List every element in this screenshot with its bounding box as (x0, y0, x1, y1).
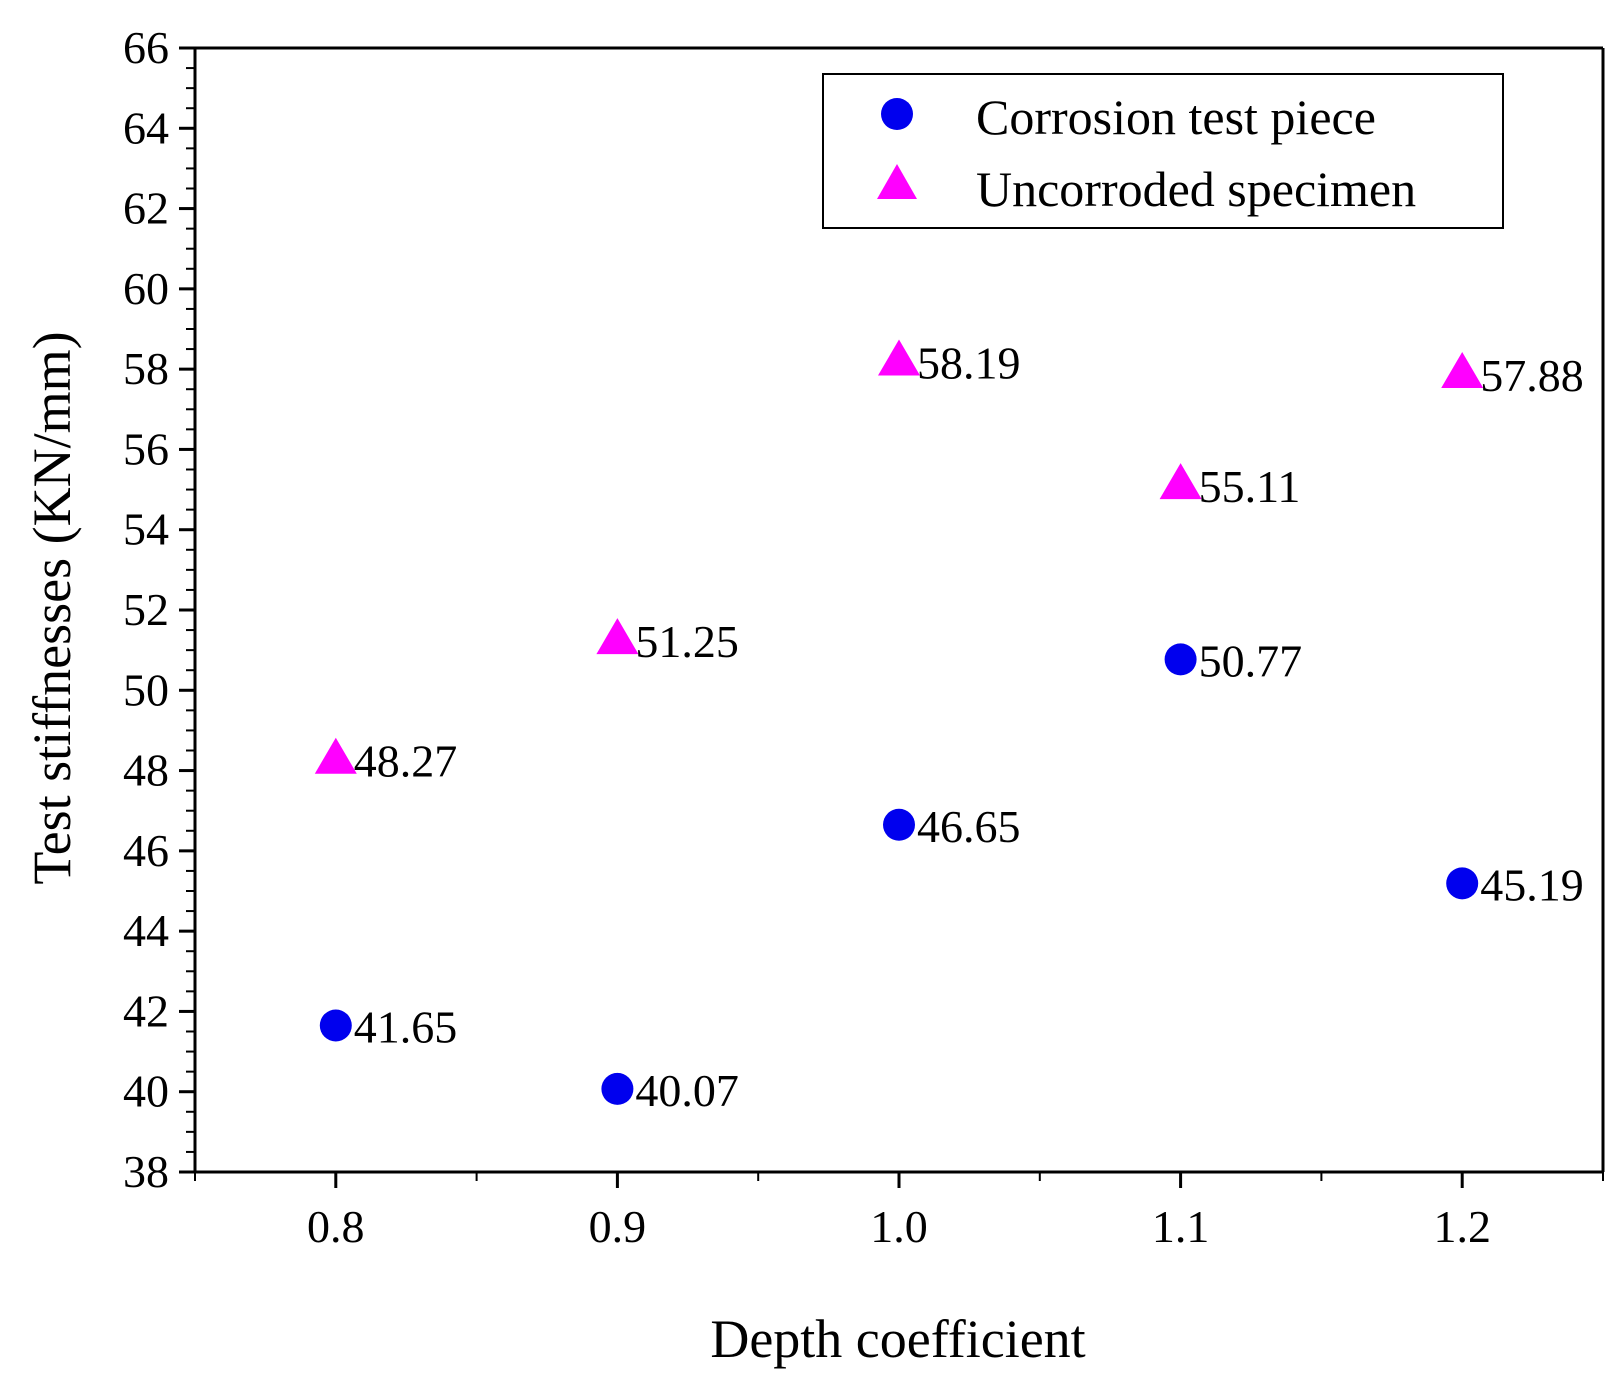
corrosion-point (601, 1072, 634, 1105)
y-tick-label: 46 (123, 825, 169, 876)
y-tick-label: 48 (123, 745, 169, 796)
y-tick-label: 40 (123, 1066, 169, 1117)
y-tick-label: 44 (123, 905, 169, 956)
data-points (314, 339, 1484, 1105)
y-tick-label: 56 (123, 423, 169, 474)
uncorroded-point (314, 737, 357, 774)
y-tick-label: 66 (123, 22, 169, 73)
y-axis-title: Test stiffnesses (KN/mm) (22, 331, 82, 884)
corrosion-value-label: 46.65 (917, 801, 1021, 852)
y-tick-label: 62 (123, 183, 169, 234)
y-tick-label: 38 (123, 1146, 169, 1197)
corrosion-value-label: 50.77 (1199, 635, 1303, 686)
uncorroded-value-label: 55.11 (1199, 461, 1301, 512)
axes: 38 40 42 44 46 48 50 52 54 56 58 60 62 64 66 0.8 0.9 1.0 1… (123, 22, 1605, 1252)
uncorroded-value-label: 51.25 (635, 616, 739, 667)
y-tick-label: 58 (123, 343, 169, 394)
corrosion-point (319, 1009, 352, 1042)
x-tick-label: 0.9 (589, 1201, 647, 1252)
legend-box (822, 73, 1504, 229)
legend-label-uncorroded: Uncorroded specimen (976, 161, 1416, 217)
x-tick-label: 1.2 (1433, 1201, 1491, 1252)
legend: Corrosion test piece Uncorroded specimen (822, 73, 1504, 229)
uncorroded-value-label: 57.88 (1480, 350, 1584, 401)
y-tick-label: 52 (123, 584, 169, 635)
legend-marker-corrosion (881, 98, 913, 130)
x-tick-label: 0.8 (307, 1201, 365, 1252)
x-axis-title: Depth coefficient (710, 1309, 1085, 1369)
y-tick-label: 50 (123, 664, 169, 715)
corrosion-point (1446, 867, 1479, 900)
uncorroded-point (878, 339, 920, 376)
y-tick-label: 42 (123, 985, 169, 1036)
uncorroded-point (1441, 351, 1484, 388)
uncorroded-point (1159, 463, 1202, 500)
corrosion-value-label: 41.65 (354, 1001, 458, 1052)
corrosion-value-label: 45.19 (1480, 859, 1584, 910)
legend-marker-uncorroded (877, 164, 917, 199)
y-tick-label: 64 (123, 102, 169, 153)
corrosion-point (883, 808, 915, 841)
y-tick-label: 60 (123, 263, 169, 314)
y-tick-label: 54 (123, 504, 169, 555)
x-tick-label: 1.1 (1152, 1201, 1210, 1252)
legend-label-corrosion: Corrosion test piece (976, 89, 1376, 145)
corrosion-point (1164, 643, 1197, 676)
uncorroded-value-label: 48.27 (354, 736, 458, 787)
corrosion-value-label: 40.07 (635, 1065, 739, 1116)
data-labels: 41.65 40.07 46.65 50.77 45.19 48.27 51.25 58.19… (354, 338, 1584, 1116)
x-tick-label: 1.0 (870, 1201, 928, 1252)
uncorroded-point (596, 618, 639, 655)
uncorroded-value-label: 58.19 (917, 338, 1021, 389)
